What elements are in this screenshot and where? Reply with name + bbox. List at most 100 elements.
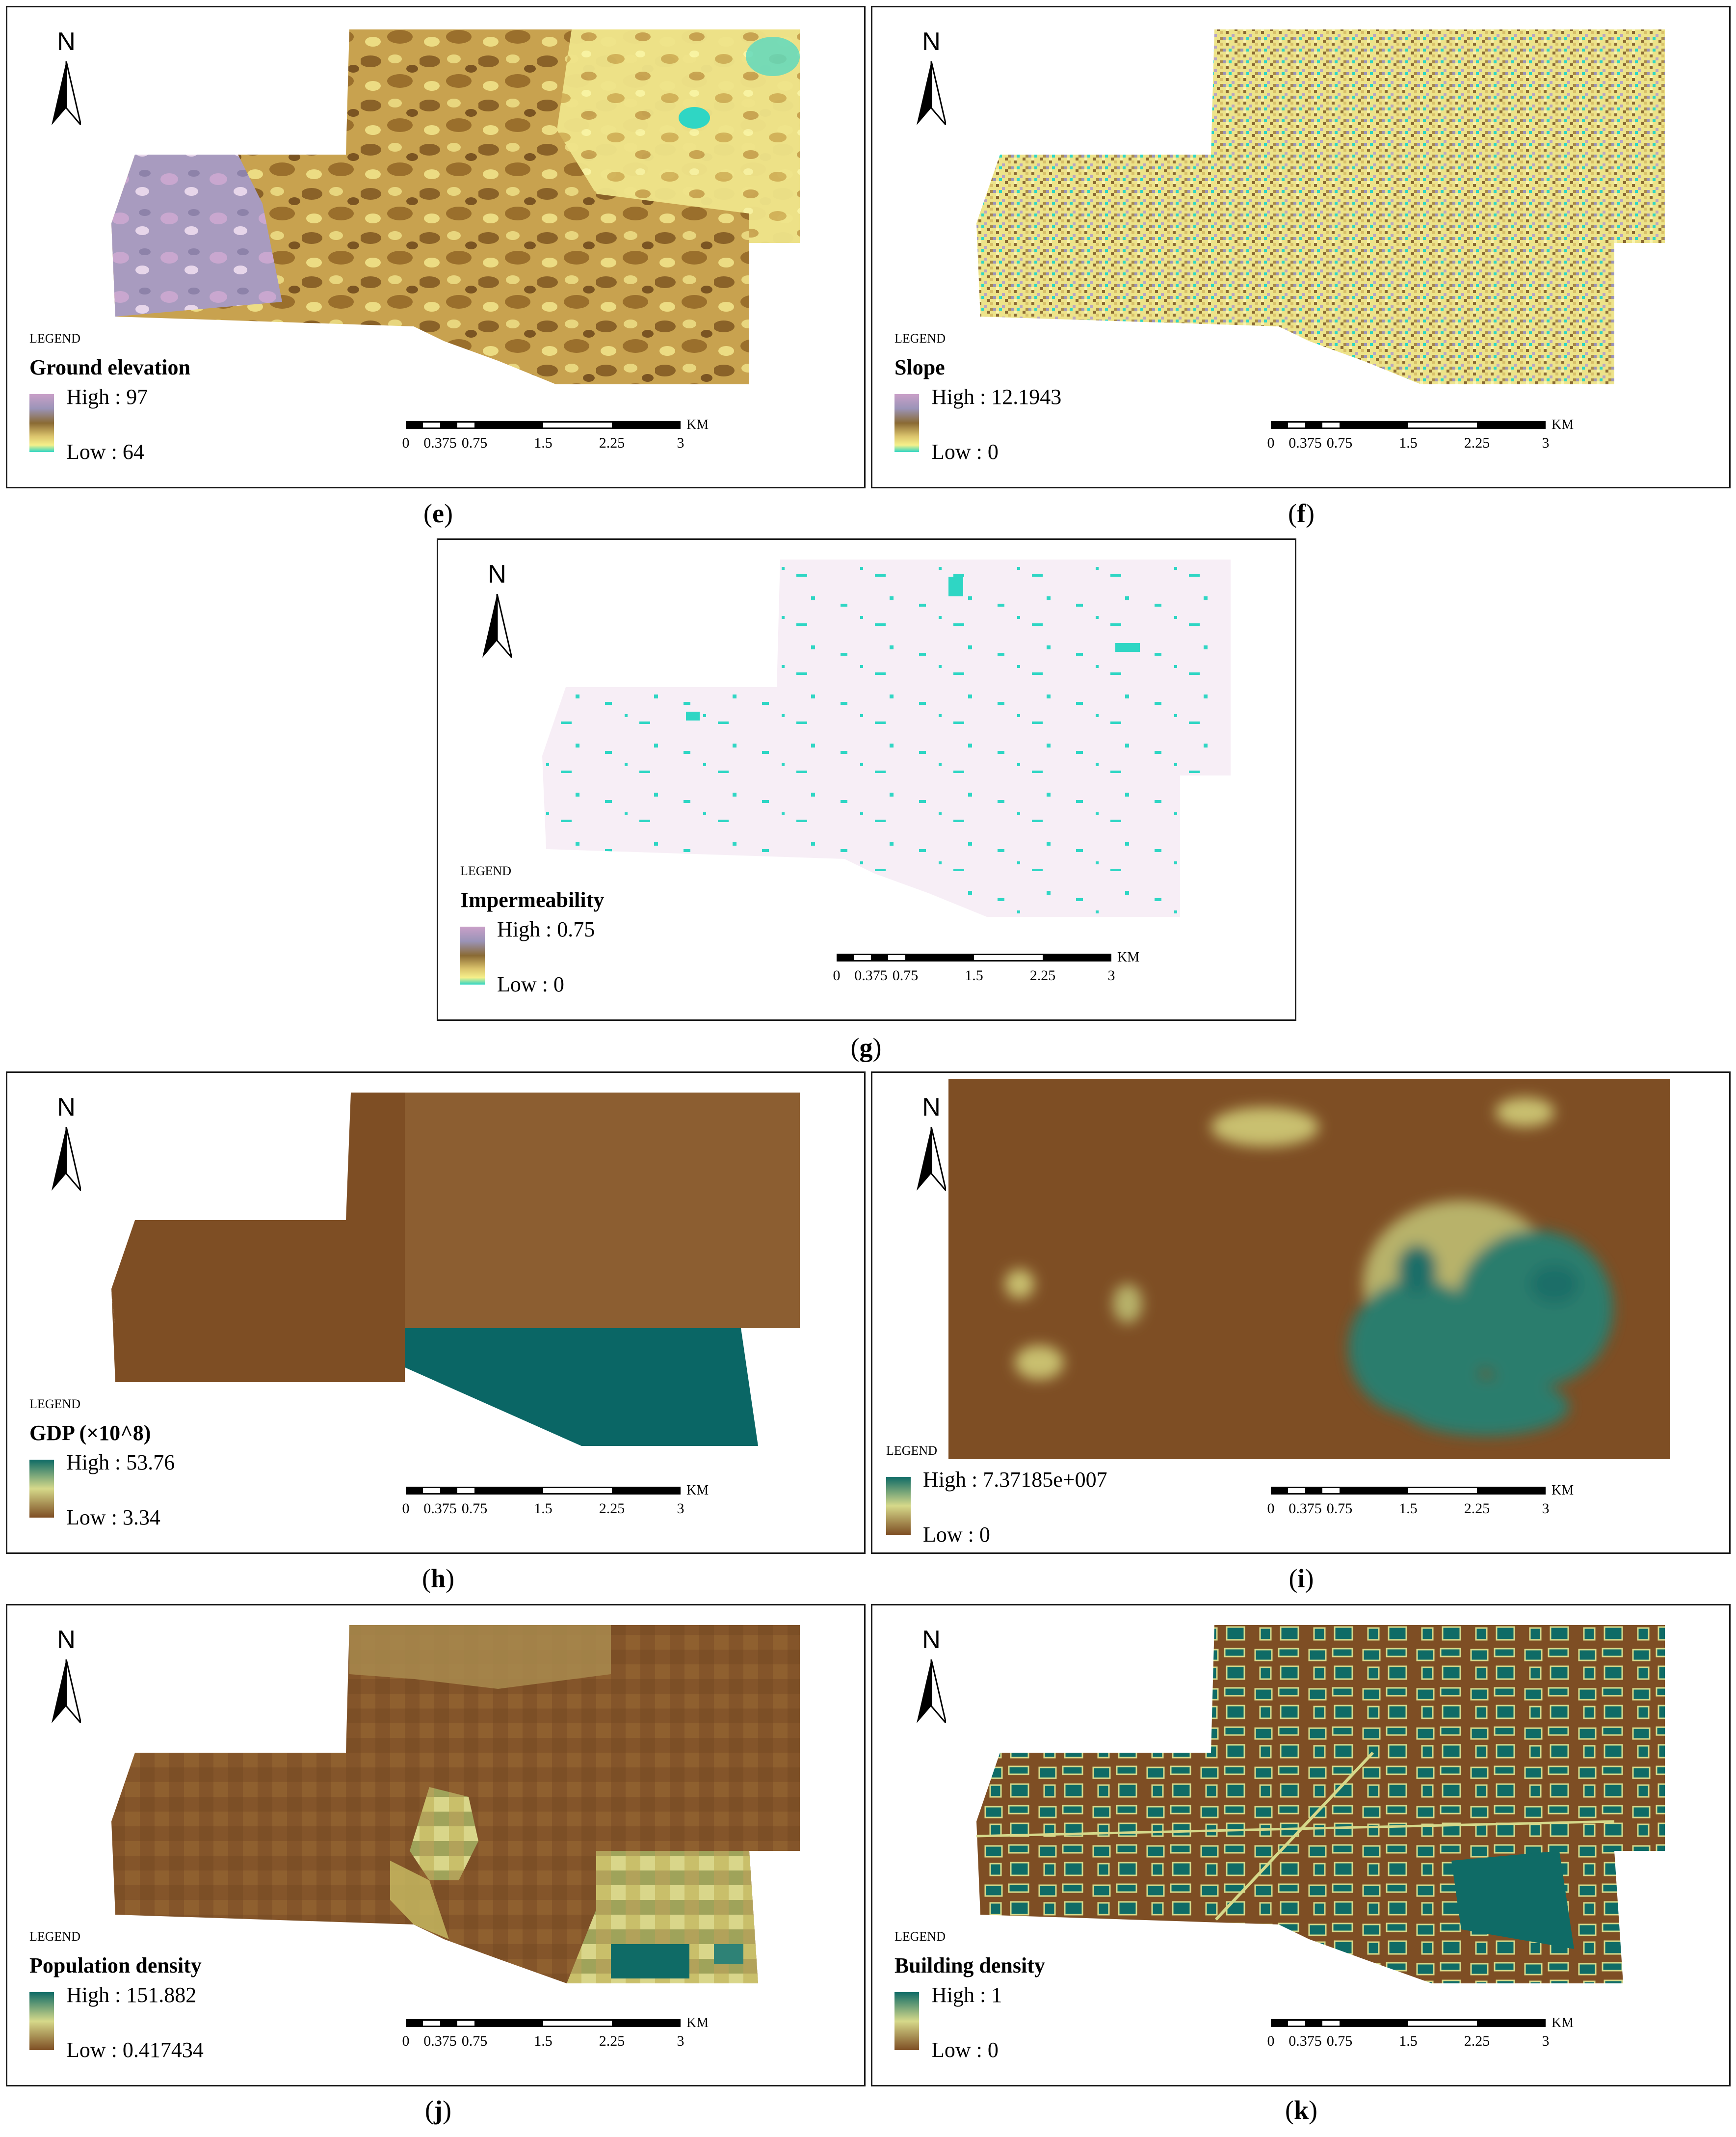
- scale-tick: 3: [1542, 435, 1550, 451]
- scale-bar-graphic: [1271, 421, 1546, 429]
- scale-bar: KM 0 0.375 0.75 1.5 2.25 3: [402, 2015, 709, 2063]
- legend-heading: LEGEND: [886, 1443, 937, 1458]
- north-arrow-icon: [52, 1659, 81, 1723]
- scale-bar-graphic: [1271, 1487, 1546, 1495]
- caption-h: (h): [421, 1564, 455, 1593]
- legend-high-label: High : 97: [66, 385, 148, 409]
- map-panel-population-density: N LEGEND Population density High : 151.8…: [6, 1604, 866, 2086]
- legend-high-label: High : 53.76: [66, 1450, 175, 1474]
- legend-heading: LEGEND: [29, 331, 80, 346]
- legend-high-label: High : 0.75: [497, 917, 595, 941]
- north-arrow: N: [907, 27, 956, 130]
- scale-tick: 0.375: [1289, 1500, 1322, 1517]
- scale-bar: KM 0 0.375 0.75 1.5 2.25 3: [1267, 417, 1574, 465]
- map-panel-building-density: N LEGEND Building density High : 1 Low :…: [871, 1604, 1731, 2086]
- scale-tick: 2.25: [599, 2033, 625, 2049]
- legend-title: Impermeability: [460, 888, 605, 912]
- scale-tick: 0.375: [423, 435, 457, 451]
- scale-tick: 2.25: [1464, 1500, 1490, 1517]
- legend-low-label: Low : 0: [923, 1523, 990, 1547]
- scale-tick: 0: [402, 1500, 410, 1517]
- legend-high-label: High : 7.37185e+007: [923, 1468, 1107, 1492]
- north-arrow: N: [42, 1625, 91, 1728]
- scale-tick: 3: [1542, 1500, 1550, 1517]
- north-arrow-icon: [917, 61, 946, 125]
- north-arrow-icon: [52, 61, 81, 125]
- scale-tick: 1.5: [534, 1500, 552, 1517]
- scale-tick: 0.75: [1326, 1500, 1353, 1517]
- north-arrow-icon: [917, 1127, 946, 1191]
- scale-tick: 0: [833, 967, 841, 984]
- legend-high-label: High : 151.882: [66, 1983, 197, 2007]
- legend-title: Building density: [894, 1953, 1045, 1977]
- scale-tick: 0.75: [461, 2033, 488, 2049]
- scale-unit: KM: [686, 417, 709, 432]
- slope-raster: [976, 29, 1665, 384]
- legend-title: Slope: [894, 355, 945, 379]
- legend-low-label: Low : 0: [931, 2038, 999, 2062]
- scale-unit: KM: [1117, 950, 1140, 965]
- north-label: N: [57, 1093, 76, 1122]
- scale-unit: KM: [686, 2015, 709, 2030]
- caption-e: (e): [423, 499, 453, 528]
- scale-bar-graphic: [406, 2019, 681, 2027]
- scale-tick: 2.25: [599, 435, 625, 451]
- scale-unit: KM: [1552, 417, 1574, 432]
- legend-heading: LEGEND: [894, 1929, 946, 1944]
- gdp-raster: [111, 1093, 800, 1446]
- legend-color-ramp: [894, 394, 919, 452]
- map-panel-ground-elevation: N LEGEND Ground elevation High : 97 Low …: [6, 6, 866, 488]
- scale-tick: 0.375: [1289, 2033, 1322, 2049]
- legend-low-label: Low : 64: [66, 440, 144, 464]
- scale-tick: 0.75: [461, 1500, 488, 1517]
- caption-g: (g): [850, 1033, 882, 1062]
- legend-heading: LEGEND: [29, 1397, 80, 1411]
- scale-bar-graphic: [406, 421, 681, 429]
- population-density-raster: [111, 1625, 800, 1983]
- scale-tick: 0.75: [892, 967, 919, 984]
- scale-tick: 0.375: [854, 967, 888, 984]
- scale-tick: 3: [1107, 967, 1115, 984]
- legend-low-label: Low : 0.417434: [66, 2038, 204, 2062]
- impermeability-raster: [542, 560, 1231, 917]
- scale-tick: 2.25: [1464, 435, 1490, 451]
- scale-bar-graphic: [1271, 2019, 1546, 2027]
- north-arrow-icon: [917, 1659, 946, 1723]
- legend-title: GDP (×10^8): [29, 1421, 151, 1445]
- legend-heading: LEGEND: [894, 331, 946, 346]
- scale-unit: KM: [686, 1483, 709, 1498]
- north-arrow: N: [907, 1625, 956, 1728]
- scale-bar: KM 0 0.375 0.75 1.5 2.25 3: [833, 950, 1140, 998]
- north-label: N: [57, 27, 76, 56]
- scale-tick: 0.375: [423, 1500, 457, 1517]
- legend-color-ramp: [29, 1992, 54, 2050]
- scale-bar-graphic: [406, 1487, 681, 1495]
- caption-i: (i): [1289, 1564, 1314, 1593]
- legend-low-label: Low : 0: [497, 972, 564, 996]
- scale-tick: 0: [1267, 2033, 1275, 2049]
- legend-high-label: High : 1: [931, 1983, 1002, 2007]
- map-panel-slope: N LEGEND Slope High : 12.1943 Low : 0 KM…: [871, 6, 1731, 488]
- scale-tick: 1.5: [1399, 2033, 1418, 2049]
- scale-bar: KM 0 0.375 0.75 1.5 2.25 3: [1267, 2015, 1574, 2063]
- scale-bar: KM 0 0.375 0.75 1.5 2.25 3: [402, 417, 709, 465]
- north-arrow: N: [907, 1093, 956, 1196]
- scale-bar-graphic: [837, 954, 1111, 962]
- legend-low-label: Low : 3.34: [66, 1505, 160, 1529]
- scale-tick: 0.75: [1326, 435, 1353, 451]
- scale-tick: 2.25: [599, 1500, 625, 1517]
- scale-tick: 0.375: [1289, 435, 1322, 451]
- scale-tick: 0.75: [1326, 2033, 1353, 2049]
- north-arrow-icon: [482, 594, 512, 658]
- legend-color-ramp: [886, 1477, 911, 1535]
- legend-color-ramp: [894, 1992, 919, 2050]
- map-panel-gdp: N LEGEND GDP (×10^8) High : 53.76 Low : …: [6, 1071, 866, 1554]
- scale-tick: 0: [1267, 435, 1275, 451]
- legend-heading: LEGEND: [29, 1929, 80, 1944]
- legend-color-ramp: [29, 394, 54, 452]
- scale-tick: 1.5: [1399, 435, 1418, 451]
- north-arrow-icon: [52, 1127, 81, 1191]
- legend-color-ramp: [460, 927, 485, 985]
- scale-tick: 0: [1267, 1500, 1275, 1517]
- north-label: N: [922, 1093, 941, 1122]
